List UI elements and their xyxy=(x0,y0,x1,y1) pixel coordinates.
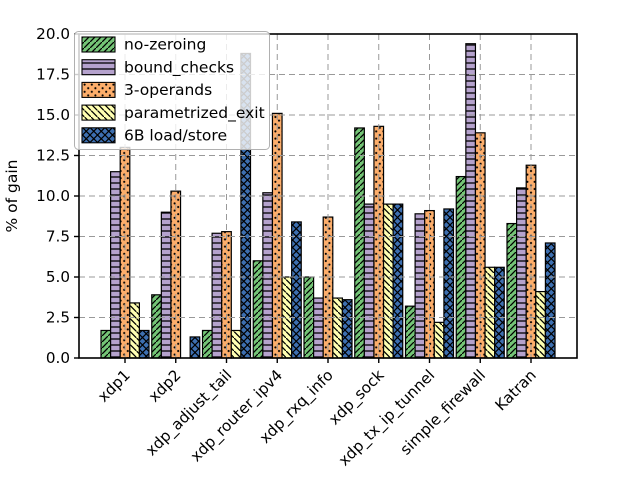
bar xyxy=(201,329,213,359)
legend-item: parametrized_exit xyxy=(81,104,265,123)
y-tick-label: 7.5 xyxy=(46,228,70,246)
legend-box xyxy=(74,31,270,150)
y-tick-label: 0.0 xyxy=(46,349,70,367)
bar xyxy=(363,203,375,359)
bar xyxy=(506,222,518,359)
legend: no-zeroing bound_checks 3-operands parametr… xyxy=(74,31,270,150)
bar xyxy=(109,171,121,359)
y-tick-label: 20.0 xyxy=(36,25,70,43)
x-tick-label: xdp2 xyxy=(145,366,185,406)
legend-label: no-zeroing xyxy=(124,36,206,54)
y-tick-label: 15.0 xyxy=(36,106,70,124)
bar xyxy=(544,242,556,359)
bar xyxy=(515,187,527,359)
bar xyxy=(373,125,385,359)
bar xyxy=(455,175,467,359)
bar xyxy=(494,266,505,359)
bar xyxy=(392,203,404,359)
bar xyxy=(151,294,162,359)
bar xyxy=(313,297,324,359)
x-tick-label: xdp_router_ipv4 xyxy=(187,366,287,466)
bar xyxy=(129,302,141,359)
bar xyxy=(262,192,274,359)
legend-item: 6B load/store xyxy=(81,127,227,145)
bar xyxy=(160,211,172,359)
x-axis-tick-labels: xdp1 xdp2xdp_adjust_tailxdp_router_ipv4xd… xyxy=(94,366,540,470)
legend-item: no-zeroing xyxy=(81,36,206,54)
y-axis-label: % of gain xyxy=(3,160,21,233)
bars-layer xyxy=(100,43,556,359)
y-tick-label: 5.0 xyxy=(46,268,70,286)
legend-label: parametrized_exit xyxy=(124,104,265,123)
y-tick-label: 10.0 xyxy=(36,187,70,205)
bar xyxy=(291,221,302,359)
y-axis-tick-labels: 0.0 2.5 5.0 7.5 10.0 12.5 15.0 17.5 20.0 xyxy=(36,25,70,367)
bar xyxy=(382,203,394,359)
bar xyxy=(332,297,343,359)
legend-item: bound_checks xyxy=(81,58,234,77)
bar xyxy=(414,213,426,359)
legend-label: 3-operands xyxy=(124,81,212,99)
bar xyxy=(138,329,150,359)
bar xyxy=(230,329,242,359)
bar xyxy=(433,321,445,359)
bar xyxy=(341,299,353,359)
bar xyxy=(211,232,223,359)
bar xyxy=(443,208,455,359)
x-tick-label: xdp_adjust_tail xyxy=(142,366,236,460)
bar xyxy=(252,260,264,359)
bar xyxy=(465,43,477,359)
y-tick-label: 2.5 xyxy=(46,309,70,327)
bar xyxy=(354,127,365,359)
y-tick-label: 12.5 xyxy=(36,147,70,165)
legend-item: 3-operands xyxy=(81,81,212,99)
legend-label: 6B load/store xyxy=(124,127,227,145)
x-tick-label: xdp1 xyxy=(94,366,134,406)
bar xyxy=(189,336,201,359)
bar xyxy=(100,329,112,359)
bar xyxy=(484,266,496,359)
x-tick-label: Katran xyxy=(492,366,540,414)
bar xyxy=(535,290,546,359)
y-tick-label: 17.5 xyxy=(36,66,70,84)
bar xyxy=(404,305,416,359)
legend-label: bound_checks xyxy=(124,58,234,77)
